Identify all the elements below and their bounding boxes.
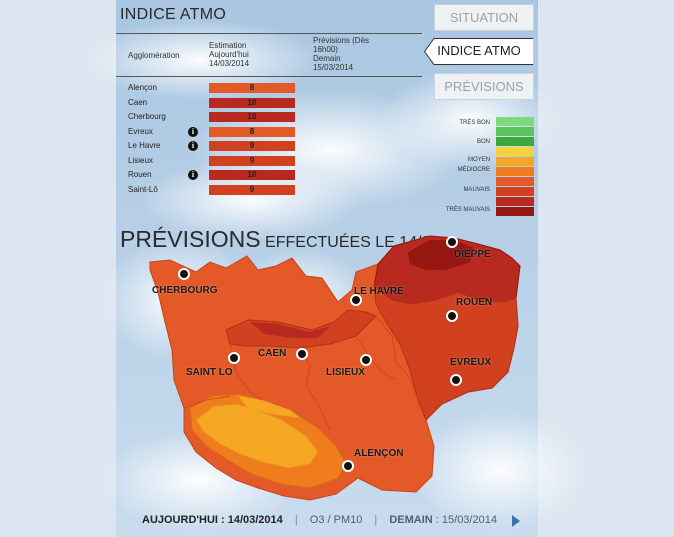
- estimation-value-bar: 9: [209, 185, 295, 195]
- page-title: INDICE ATMO: [120, 6, 227, 23]
- legend-label: MÉDIOCRE: [457, 167, 490, 173]
- footer-tomorrow-label[interactable]: DEMAIN: [389, 514, 433, 526]
- city-label[interactable]: LE HAVRE: [354, 286, 404, 297]
- region-coast-caen-dark: [250, 322, 330, 338]
- estimation-value-bar: 9: [209, 156, 295, 166]
- estimation-value-bar: 10: [209, 170, 295, 180]
- legend-swatch: [496, 207, 534, 216]
- info-icon[interactable]: i: [188, 170, 198, 180]
- footer-bar: AUJOURD'HUI : 14/03/2014 | O3 / PM10 | D…: [142, 514, 497, 526]
- tab-indice-atmo[interactable]: INDICE ATMO: [424, 38, 534, 65]
- city-label[interactable]: DIEPPE: [454, 249, 491, 260]
- city-marker[interactable]: [446, 236, 458, 248]
- legend-label: MOYEN: [467, 157, 490, 163]
- agglomeration-name: Saint-Lô: [128, 185, 158, 194]
- city-marker[interactable]: [360, 354, 372, 366]
- tab-situation[interactable]: SITUATION: [434, 4, 534, 31]
- city-label[interactable]: CAEN: [258, 348, 287, 359]
- city-marker[interactable]: [350, 294, 362, 306]
- legend-label: MAUVAIS: [463, 187, 490, 193]
- city-marker[interactable]: [296, 348, 308, 360]
- estimation-value-bar: 10: [209, 112, 295, 122]
- footer-today[interactable]: AUJOURD'HUI : 14/03/2014: [142, 514, 283, 526]
- next-arrow-icon[interactable]: [512, 515, 520, 527]
- city-marker[interactable]: [178, 268, 190, 280]
- normandy-map: [149, 235, 521, 501]
- info-icon[interactable]: i: [188, 127, 198, 137]
- column-header-agglomeration: Agglomération: [128, 51, 180, 60]
- agglomeration-name: Evreux: [128, 127, 153, 136]
- footer-separator-2: |: [374, 514, 378, 526]
- legend-label: TRÈS BON: [459, 120, 490, 126]
- estimation-value-bar: 10: [209, 98, 295, 108]
- agglomeration-name: Le Havre: [128, 141, 161, 150]
- legend-swatch: [496, 167, 534, 176]
- column-header-estimation: Estimation Aujourd'hui 14/03/2014: [209, 41, 250, 68]
- legend-swatch: [496, 127, 534, 136]
- map-regions: [149, 235, 521, 501]
- footer-tomorrow-date[interactable]: : 15/03/2014: [432, 514, 497, 526]
- legend-label: TRÈS MAUVAIS: [445, 207, 490, 213]
- agglomeration-name: Rouen: [128, 170, 152, 179]
- city-marker[interactable]: [450, 374, 462, 386]
- city-label[interactable]: EVREUX: [450, 357, 492, 368]
- legend-swatch: [496, 187, 534, 196]
- tab-previsions[interactable]: PRÉVISIONS: [434, 73, 534, 100]
- city-label[interactable]: SAINT LO: [186, 367, 233, 378]
- legend-swatch: [496, 177, 534, 186]
- agglomeration-name: Cherbourg: [128, 112, 166, 121]
- agglomeration-name: Alençon: [128, 83, 157, 92]
- legend-swatch: [496, 197, 534, 206]
- agglomeration-name: Lisieux: [128, 156, 153, 165]
- region-south-west-mediocre-extra: [238, 396, 300, 418]
- city-label[interactable]: LISIEUX: [326, 367, 365, 378]
- legend-label: BON: [476, 139, 490, 145]
- estimation-value-bar: 9: [209, 141, 295, 151]
- footer-separator-1: |: [294, 514, 298, 526]
- region-south-west-mediocre: [195, 403, 319, 469]
- city-marker[interactable]: [342, 460, 354, 472]
- map-title-main: PRÉVISIONS: [120, 226, 261, 252]
- city-label[interactable]: ALENÇON: [354, 448, 404, 459]
- city-marker[interactable]: [446, 310, 458, 322]
- estimation-value-bar: 8: [209, 127, 295, 137]
- city-marker[interactable]: [228, 352, 240, 364]
- header-divider: [116, 33, 422, 34]
- legend-swatch: [496, 157, 534, 166]
- info-icon[interactable]: i: [188, 141, 198, 151]
- table-header-divider: [116, 76, 422, 77]
- estimation-value-bar: 8: [209, 83, 295, 93]
- column-header-prevision: Prévisions (Dès 16h00) Demain 15/03/2014: [313, 36, 370, 72]
- region-northeast-darker: [408, 240, 474, 270]
- legend-swatch: [496, 137, 534, 146]
- legend-swatch: [496, 117, 534, 126]
- legend-swatch: [496, 147, 534, 156]
- agglomeration-name: Caen: [128, 98, 148, 107]
- city-label[interactable]: ROUEN: [456, 297, 493, 308]
- footer-pollutant[interactable]: O3 / PM10: [309, 514, 363, 526]
- region-east: [373, 284, 519, 421]
- city-label[interactable]: CHERBOURG: [152, 285, 218, 296]
